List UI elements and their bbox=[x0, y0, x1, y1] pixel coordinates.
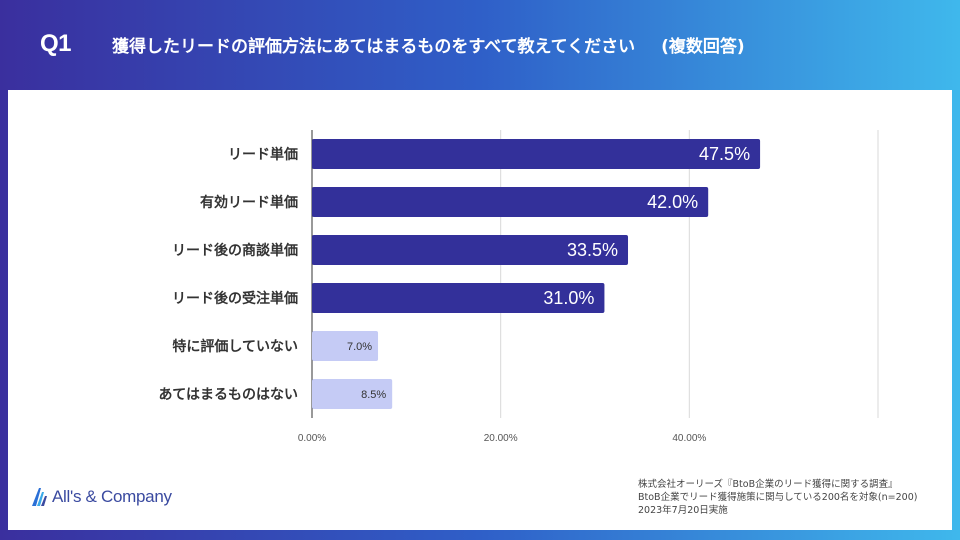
category-label: 有効リード単価 bbox=[200, 194, 298, 211]
data-label: 47.5% bbox=[699, 144, 750, 164]
source-line-3: 2023年7月20日実施 bbox=[638, 505, 728, 516]
data-label: 7.0% bbox=[347, 341, 372, 353]
data-label: 8.5% bbox=[361, 389, 386, 401]
x-tick-label: 0.00% bbox=[298, 433, 326, 444]
category-label: あてはまるものはない bbox=[159, 387, 298, 403]
logo-mark-icon bbox=[32, 488, 47, 506]
bar bbox=[312, 235, 629, 265]
data-label: 31.0% bbox=[543, 288, 594, 308]
chart-panel: 0.00% 20.00% 40.00% リード単価 47.5% 有効リード単価 42.0% リ… bbox=[8, 90, 952, 530]
company-logo: All's & Company bbox=[30, 485, 172, 509]
source-line-1: 株式会社オーリーズ『BtoB企業のリード獲得に関する調査』 bbox=[638, 479, 898, 490]
category-label: 特に評価していない bbox=[172, 338, 298, 355]
category-label: リード後の受注単価 bbox=[172, 290, 298, 307]
bar-chart: 0.00% 20.00% 40.00% リード単価 47.5% 有効リード単価 42.0% リ… bbox=[159, 130, 879, 444]
page-title: 獲得したリードの評価方法にあてはまるものをすべて教えてください (複数回答) bbox=[112, 32, 745, 57]
logo-text: All's & Company bbox=[52, 487, 172, 506]
question-number: Q1 bbox=[40, 30, 72, 57]
data-label: 33.5% bbox=[567, 240, 618, 260]
category-label: リード後の商談単価 bbox=[172, 242, 298, 259]
bar bbox=[312, 187, 709, 217]
title-suffix: (複数回答) bbox=[661, 37, 745, 57]
source-note: 株式会社オーリーズ『BtoB企業のリード獲得に関する調査』 BtoB企業でリード… bbox=[638, 478, 917, 517]
data-label: 42.0% bbox=[647, 192, 698, 212]
x-tick-label: 20.00% bbox=[484, 433, 518, 444]
bar bbox=[312, 139, 761, 169]
bar bbox=[312, 283, 605, 313]
bar bbox=[312, 379, 393, 409]
category-label: リード単価 bbox=[228, 146, 298, 163]
header: Q1 獲得したリードの評価方法にあてはまるものをすべて教えてください (複数回答) bbox=[0, 0, 960, 90]
title-text: 獲得したリードの評価方法にあてはまるものをすべて教えてください bbox=[112, 37, 636, 57]
x-tick-label: 40.00% bbox=[672, 433, 706, 444]
source-line-2: BtoB企業でリード獲得施策に関与している200名を対象(n=200) bbox=[638, 492, 918, 503]
bar bbox=[312, 331, 379, 361]
